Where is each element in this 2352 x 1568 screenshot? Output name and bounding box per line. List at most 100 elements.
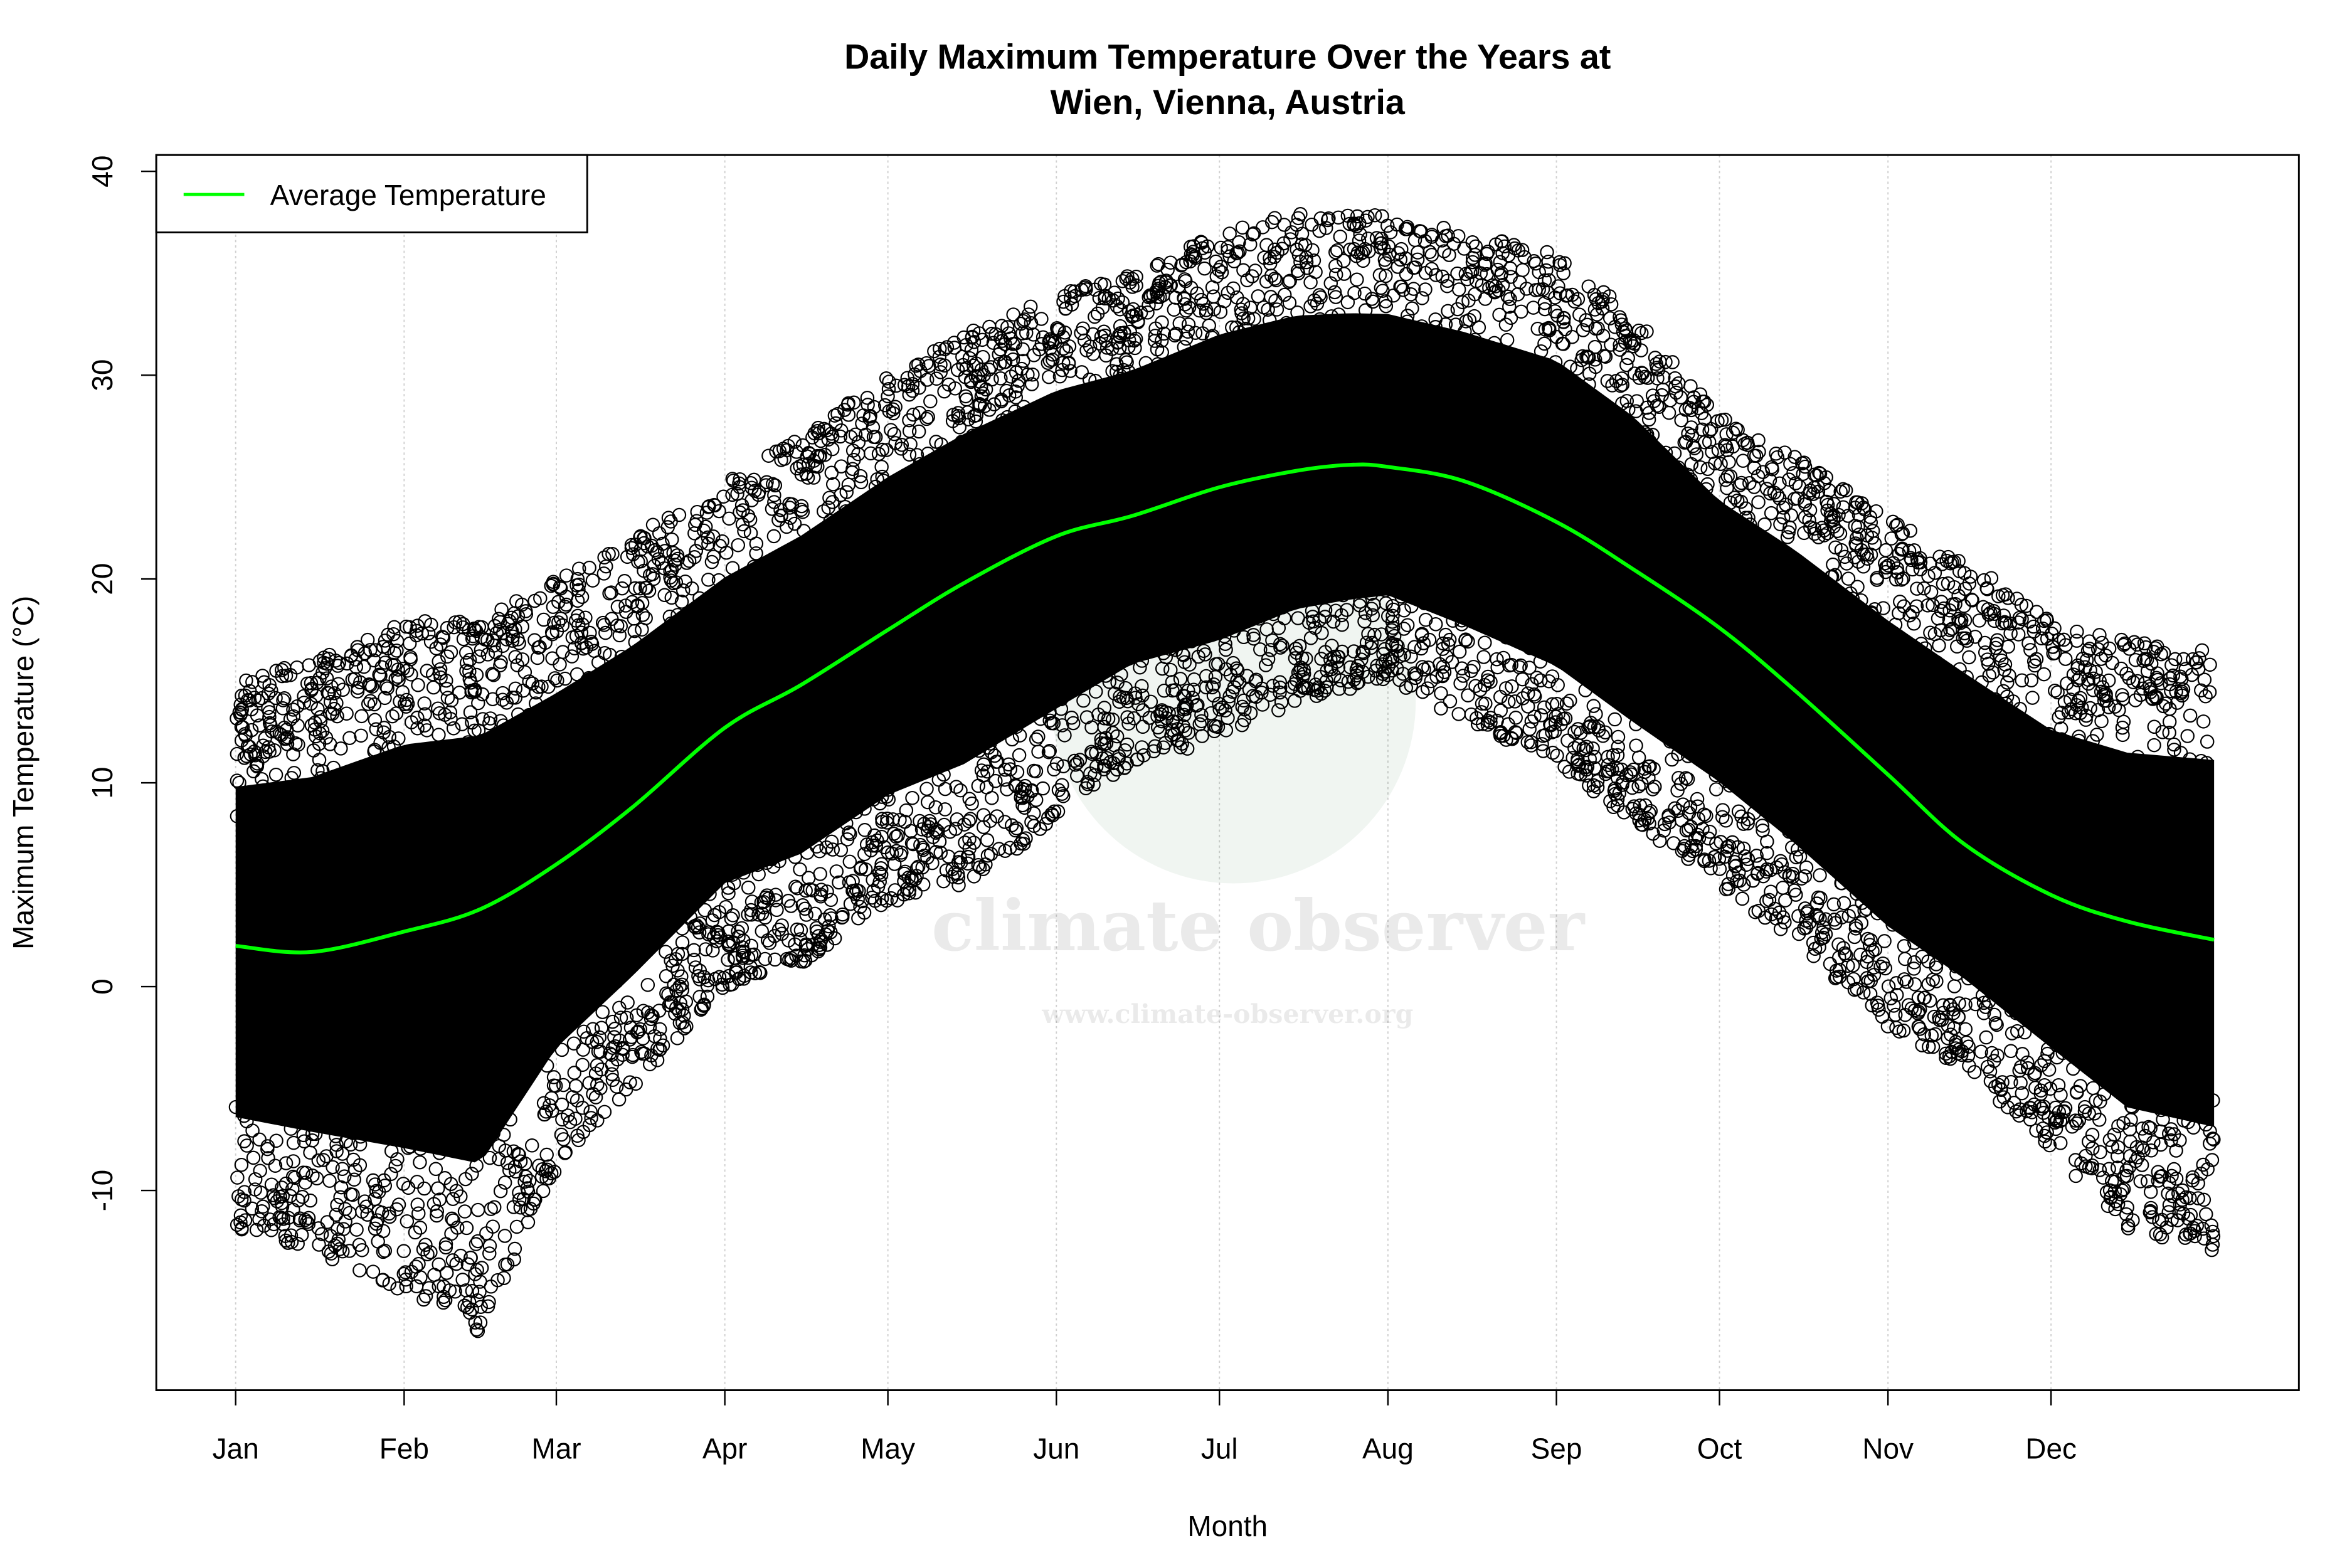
scatter-point <box>391 731 406 746</box>
scatter-point <box>1333 230 1348 244</box>
scatter-point <box>1273 685 1287 700</box>
scatter-point <box>1508 711 1523 725</box>
scatter-point <box>1532 282 1546 297</box>
scatter-point <box>1263 251 1277 265</box>
scatter-point <box>2166 1127 2181 1142</box>
scatter-point <box>1458 632 1473 647</box>
scatter-point <box>1115 273 1130 289</box>
scatter-point <box>891 494 906 509</box>
scatter-point <box>1332 650 1346 664</box>
scatter-point <box>992 842 1007 856</box>
scatter-point <box>598 674 612 688</box>
scatter-point <box>1543 387 1557 401</box>
scatter-point <box>1364 640 1379 655</box>
scatter-point <box>544 1166 559 1180</box>
scatter-point <box>1384 623 1399 637</box>
scatter-point <box>1452 644 1467 659</box>
scatter-point <box>530 650 545 665</box>
scatter-point <box>715 977 729 992</box>
scatter-point <box>874 460 889 474</box>
scatter-point <box>1742 475 1757 490</box>
scatter-point <box>881 845 896 860</box>
scatter-point <box>510 658 525 672</box>
scatter-point <box>1480 673 1495 688</box>
scatter-point <box>508 681 523 696</box>
scatter-point <box>615 958 629 972</box>
scatter-point <box>1221 285 1235 300</box>
scatter-dense-region <box>235 313 2215 1163</box>
scatter-point <box>1263 256 1278 271</box>
scatter-point <box>432 706 447 721</box>
scatter-point <box>2021 636 2036 650</box>
scatter-point <box>1349 219 1364 234</box>
y-tick-label: 30 <box>86 359 119 391</box>
scatter-point <box>612 967 627 981</box>
scatter-point <box>794 502 808 517</box>
scatter-point <box>1461 293 1476 308</box>
scatter-point <box>1209 269 1224 283</box>
scatter-point <box>721 881 736 895</box>
scatter-point <box>445 1192 460 1206</box>
scatter-point <box>841 408 856 422</box>
scatter-point <box>947 341 962 355</box>
scatter-point <box>515 619 529 634</box>
scatter-point <box>1110 642 1124 657</box>
scatter-point <box>1379 299 1394 314</box>
scatter-point <box>1120 694 1135 709</box>
scatter-point <box>1929 957 1944 972</box>
scatter-point <box>851 911 866 926</box>
scatter-point <box>870 472 884 487</box>
scatter-point <box>1839 948 1853 963</box>
scatter-point <box>958 389 973 404</box>
scatter-point <box>1513 658 1528 673</box>
scatter-point <box>2021 734 2035 748</box>
scatter-point <box>1347 285 1362 300</box>
scatter-point <box>280 723 294 737</box>
scatter-point <box>416 1242 431 1257</box>
scatter-point <box>1974 1044 1988 1059</box>
scatter-point <box>675 946 689 961</box>
scatter-point <box>248 1182 262 1197</box>
scatter-point <box>265 1098 280 1112</box>
scatter-point <box>732 972 746 987</box>
scatter-point <box>1600 374 1615 388</box>
scatter-point <box>556 1078 571 1093</box>
scatter-point <box>1803 520 1818 534</box>
scatter-point <box>2081 1134 2096 1149</box>
scatter-point <box>663 564 677 579</box>
scatter-point <box>1320 213 1335 228</box>
scatter-point <box>355 1204 369 1219</box>
scatter-point <box>1571 292 1586 307</box>
scatter-point <box>1756 824 1770 838</box>
scatter-point <box>278 1156 294 1170</box>
scatter-point <box>2104 1190 2119 1204</box>
scatter-point <box>1929 655 1944 670</box>
scatter-point <box>2126 1213 2140 1227</box>
scatter-point <box>1481 356 1495 370</box>
scatter-point <box>1121 716 1136 731</box>
scatter-point <box>410 711 425 725</box>
scatter-point <box>1056 789 1071 803</box>
scatter-point <box>810 924 824 939</box>
scatter-point <box>1334 330 1349 344</box>
scatter-point <box>1350 209 1365 224</box>
scatter-point <box>1924 935 1938 950</box>
scatter-point <box>661 511 676 525</box>
scatter-point <box>1959 1036 1974 1050</box>
scatter-point <box>2113 1187 2128 1202</box>
scatter-point <box>1339 603 1354 617</box>
scatter-point <box>553 581 568 596</box>
scatter-point <box>590 1078 605 1092</box>
scatter-point <box>1354 319 1369 334</box>
scatter-point <box>1303 631 1318 645</box>
scatter-point <box>904 836 919 850</box>
scatter-point <box>1088 768 1102 783</box>
scatter-point <box>1860 931 1875 946</box>
scatter-point <box>1073 384 1088 400</box>
scatter-point <box>919 781 934 796</box>
scatter-point <box>1381 581 1396 596</box>
scatter-point <box>1411 245 1425 260</box>
scatter-point <box>569 628 584 644</box>
scatter-point <box>1277 611 1291 626</box>
scatter-point <box>1978 973 1993 987</box>
